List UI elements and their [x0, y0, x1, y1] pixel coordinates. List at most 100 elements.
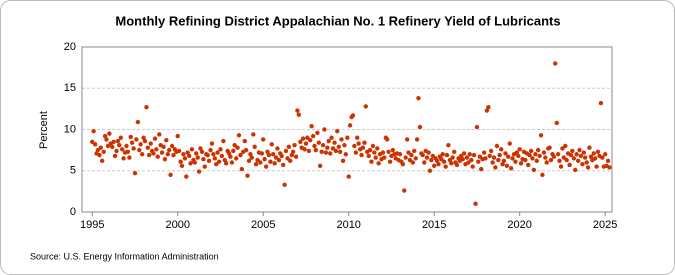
- data-point: [540, 172, 545, 178]
- data-point: [282, 182, 287, 187]
- data-point: [148, 141, 153, 146]
- data-point: [471, 152, 477, 158]
- data-point: [263, 164, 269, 169]
- data-point: [275, 146, 280, 151]
- data-point: [196, 169, 202, 174]
- y-tick-label: 15: [64, 82, 76, 94]
- data-point: [400, 161, 406, 167]
- data-point: [380, 150, 386, 155]
- data-point: [446, 142, 451, 148]
- data-point: [262, 157, 267, 162]
- data-point: [208, 147, 213, 153]
- data-point: [543, 155, 548, 160]
- data-point: [186, 153, 192, 159]
- data-point: [598, 100, 604, 106]
- data-point: [441, 159, 447, 164]
- data-point: [184, 174, 189, 179]
- data-point: [117, 142, 122, 148]
- x-tick-label: 2000: [165, 219, 189, 231]
- data-point: [561, 155, 566, 160]
- data-point: [402, 188, 407, 193]
- data-point: [98, 145, 104, 150]
- data-point: [491, 155, 497, 160]
- data-point: [206, 158, 212, 164]
- data-point: [347, 123, 353, 128]
- data-point: [533, 152, 538, 157]
- data-point: [449, 161, 454, 166]
- data-point: [554, 120, 559, 126]
- data-point: [436, 161, 441, 167]
- data-point: [305, 135, 310, 140]
- data-point: [486, 105, 491, 110]
- data-point: [479, 166, 484, 172]
- data-point: [152, 136, 158, 141]
- data-point: [238, 152, 243, 158]
- data-point: [607, 165, 612, 170]
- data-point: [141, 135, 146, 140]
- data-point: [199, 149, 205, 154]
- data-point: [407, 157, 413, 163]
- data-point: [367, 147, 373, 153]
- x-tick-label: 2020: [507, 219, 531, 231]
- data-point: [570, 148, 575, 154]
- data-point: [581, 150, 586, 155]
- data-point: [293, 154, 299, 159]
- data-point: [145, 145, 151, 150]
- data-point: [544, 160, 549, 165]
- data-point: [537, 153, 542, 159]
- x-tick-label: 2005: [251, 219, 275, 231]
- data-point: [229, 160, 235, 165]
- data-point: [500, 161, 505, 167]
- data-point: [496, 157, 501, 163]
- data-point: [315, 130, 320, 135]
- data-point: [91, 128, 96, 134]
- data-point: [279, 153, 284, 159]
- data-point: [387, 159, 393, 164]
- data-point: [102, 133, 108, 139]
- data-point: [333, 148, 339, 154]
- data-point: [355, 135, 360, 140]
- data-point: [209, 141, 215, 146]
- data-point: [359, 152, 364, 158]
- data-point: [159, 150, 165, 155]
- data-point: [112, 153, 118, 159]
- data-point: [231, 148, 236, 154]
- data-point: [121, 156, 126, 161]
- data-point: [323, 150, 329, 155]
- data-point: [605, 158, 611, 164]
- data-point: [168, 172, 173, 178]
- data-point: [252, 144, 257, 150]
- data-point: [429, 157, 434, 163]
- data-point: [169, 143, 175, 149]
- data-point: [243, 147, 249, 153]
- data-point: [215, 150, 220, 155]
- data-point: [356, 141, 361, 146]
- data-point: [288, 158, 293, 164]
- data-point: [343, 152, 349, 157]
- data-point: [411, 148, 417, 154]
- y-axis-label: Percent: [38, 111, 50, 149]
- data-point: [366, 153, 371, 159]
- data-point: [414, 137, 420, 142]
- data-point: [488, 148, 494, 154]
- data-point: [178, 159, 183, 164]
- data-point: [424, 155, 430, 160]
- data-point: [390, 147, 396, 153]
- data-point: [481, 150, 487, 155]
- data-point: [189, 147, 195, 152]
- data-point: [575, 158, 581, 164]
- data-point: [328, 151, 333, 156]
- data-point: [518, 161, 524, 166]
- data-point: [541, 150, 547, 155]
- data-point: [564, 157, 569, 163]
- data-point: [296, 112, 301, 117]
- data-point: [510, 156, 515, 161]
- data-point: [306, 148, 312, 154]
- data-point: [342, 142, 347, 148]
- data-point: [161, 144, 166, 150]
- data-point: [286, 144, 292, 150]
- data-point: [494, 143, 500, 149]
- data-point: [192, 160, 198, 165]
- data-point: [382, 155, 387, 160]
